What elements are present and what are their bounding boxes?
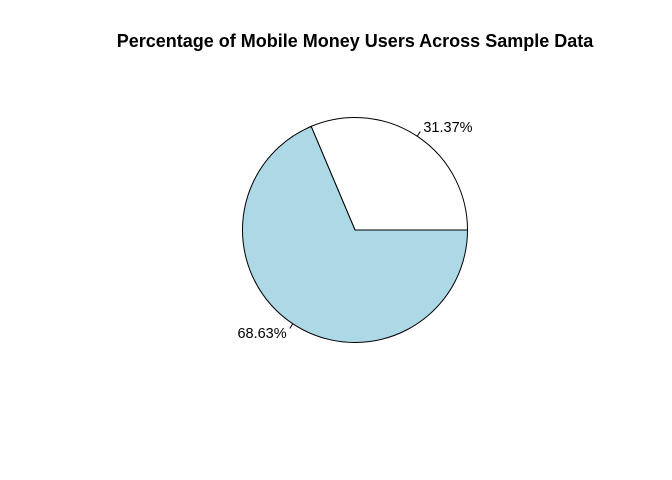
chart-title: Percentage of Mobile Money Users Across … <box>117 31 594 51</box>
pie-label-2: 68.63% <box>237 326 286 342</box>
pie-label-1: 31.37% <box>423 120 472 136</box>
pie-slice-1 <box>310 117 469 231</box>
pie-labels: 31.37% 68.63% <box>237 120 472 342</box>
pie-slices <box>242 117 469 343</box>
pie-label-tick-1 <box>416 131 421 137</box>
pie-slice-2 <box>242 125 469 343</box>
pie-label-tick-2 <box>289 323 294 329</box>
